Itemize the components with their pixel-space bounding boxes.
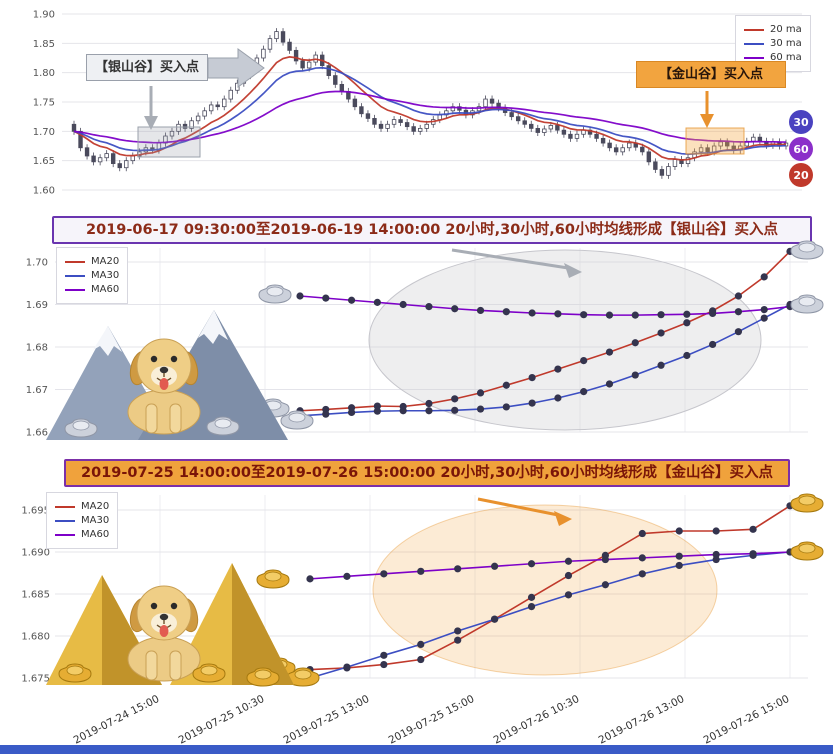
silver-valley-buy-annotation: 【银山谷】买入点	[86, 54, 208, 81]
svg-text:2019-07-26 15:00: 2019-07-26 15:00	[702, 693, 792, 745]
gold-valley-buy-annotation: 【金山谷】买入点	[636, 61, 786, 88]
svg-text:1.70: 1.70	[33, 127, 55, 138]
legend-item-ma60: MA60	[65, 284, 119, 295]
ma30-end-chip: 30	[789, 110, 813, 134]
legend-item-ma30: MA30	[55, 515, 109, 526]
gold-valley-line-chart: 2019-07-24 15:00 2019-07-25 10:30 2019-07-…	[21, 493, 824, 745]
svg-text:1.85: 1.85	[33, 39, 55, 50]
ma30-swatch	[744, 42, 764, 45]
ma30-swatch	[55, 519, 75, 522]
silver-valley-title-banner: 2019-06-17 09:30:00至2019-06-19 14:00:00 …	[52, 216, 812, 244]
ma20-end-chip: 20	[789, 163, 813, 187]
svg-text:1.70: 1.70	[26, 258, 48, 269]
svg-text:1.68: 1.68	[26, 343, 48, 354]
svg-text:1.680: 1.680	[21, 632, 50, 643]
legend-item-ma20: MA20	[65, 256, 119, 267]
ma20-swatch	[55, 505, 75, 508]
svg-text:1.67: 1.67	[26, 385, 48, 396]
gold-down-arrow-icon	[700, 114, 714, 128]
silver-down-arrow-icon	[144, 116, 158, 130]
ma60-end-chip: 60	[789, 137, 813, 161]
60ma-line	[73, 90, 787, 144]
gold-ingot-icon	[790, 493, 824, 513]
ma60-swatch	[55, 533, 75, 536]
gold-valley-highlight	[685, 127, 745, 155]
gold-chart-legend: MA20 MA30 MA60	[46, 492, 119, 549]
gold-pointer-arrow-icon	[554, 511, 572, 526]
svg-text:1.690: 1.690	[21, 548, 50, 559]
svg-text:1.75: 1.75	[33, 98, 55, 109]
svg-text:2019-07-25 13:00: 2019-07-25 13:00	[282, 693, 372, 745]
20ma-line	[73, 56, 787, 161]
svg-text:2019-07-24 15:00: 2019-07-24 15:00	[72, 693, 162, 745]
ma60-swatch	[65, 288, 85, 291]
ma60-swatch	[744, 56, 764, 59]
ma30-line	[299, 303, 791, 417]
ma60-line	[309, 551, 791, 580]
svg-text:1.66: 1.66	[26, 428, 48, 439]
silver-ellipse-highlight	[368, 249, 762, 431]
legend-item-ma30: MA30	[65, 270, 119, 281]
svg-text:1.685: 1.685	[21, 590, 50, 601]
silver-valley-highlight	[137, 126, 201, 158]
silver-chart-legend: MA20 MA30 MA60	[56, 247, 129, 304]
ma30-line	[309, 551, 791, 679]
main-candlestick-chart: 1.90 1.85 1.80 1.75 1.70 1.65 1.60	[33, 10, 802, 197]
legend-item-20ma: 20 ma	[744, 24, 802, 35]
ma20-swatch	[744, 28, 764, 31]
svg-text:1.69: 1.69	[26, 300, 48, 311]
silver-ingot-icon	[790, 294, 824, 314]
svg-text:2019-07-25 15:00: 2019-07-25 15:00	[387, 693, 477, 745]
ma60-line	[299, 295, 791, 316]
legend-item-ma60: MA60	[55, 529, 109, 540]
gold-valley-title-banner: 2019-07-25 14:00:00至2019-07-26 15:00:00 …	[64, 459, 790, 487]
svg-text:1.675: 1.675	[21, 674, 50, 685]
ma30-swatch	[65, 274, 85, 277]
bottom-accent-bar	[0, 745, 833, 754]
svg-text:1.695: 1.695	[21, 506, 50, 517]
gold-ingot-icon	[256, 569, 290, 589]
ma20-swatch	[65, 260, 85, 263]
ma20-line	[309, 505, 791, 671]
svg-text:1.60: 1.60	[33, 186, 55, 197]
silver-ingot-icon	[258, 284, 292, 304]
svg-text:1.65: 1.65	[33, 156, 55, 167]
dog-with-silver-mountains-illustration	[46, 310, 288, 440]
silver-ingot-icon	[790, 240, 824, 260]
svg-text:1.80: 1.80	[33, 68, 55, 79]
silver-block-arrow-icon	[207, 48, 265, 88]
gold-ingot-icon	[790, 541, 824, 561]
silver-valley-line-chart: 1.70 1.69 1.68 1.67 1.66	[26, 240, 824, 458]
legend-item-ma20: MA20	[55, 501, 109, 512]
svg-text:2019-07-26 10:30: 2019-07-26 10:30	[492, 693, 582, 745]
legend-item-60ma: 60 ma	[744, 52, 802, 63]
legend-item-30ma: 30 ma	[744, 38, 802, 49]
svg-text:2019-07-25 10:30: 2019-07-25 10:30	[177, 693, 267, 745]
svg-text:1.90: 1.90	[33, 10, 55, 21]
silver-pointer-arrow-icon	[564, 263, 582, 278]
svg-text:2019-07-26 13:00: 2019-07-26 13:00	[597, 693, 687, 745]
